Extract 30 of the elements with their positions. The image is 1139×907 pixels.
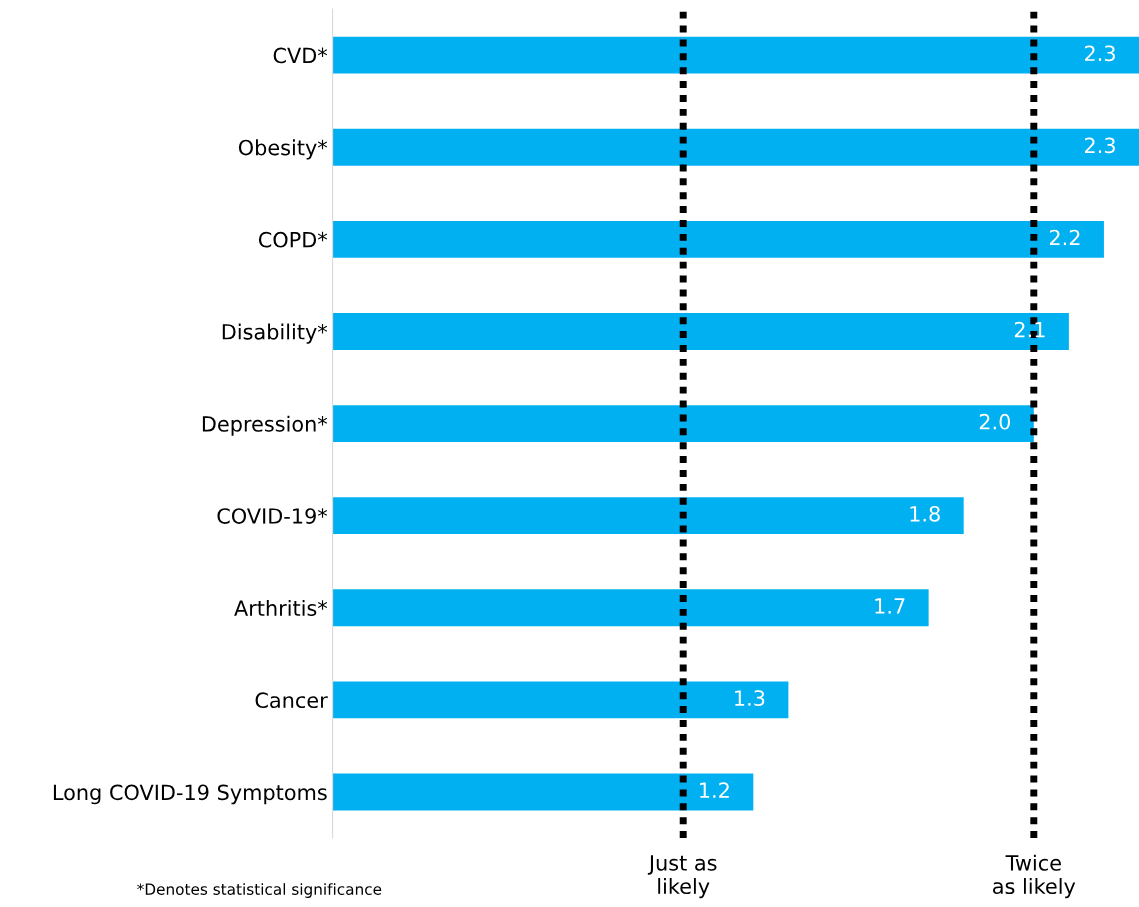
- data-label: 1.2: [700, 782, 729, 798]
- bar: [332, 313, 1069, 350]
- bar: [332, 589, 929, 627]
- bar: [332, 36, 1139, 74]
- bar: [332, 773, 754, 811]
- data-label: 2.2: [1049, 229, 1080, 246]
- ref-line-label: Just as likely: [647, 855, 717, 899]
- data-label: 2.3: [1084, 137, 1115, 154]
- data-label: 2.1: [1014, 321, 1045, 338]
- y-tick-label: Disability*: [222, 323, 328, 344]
- ref-line-label: Twice as likely: [993, 854, 1076, 899]
- data-label: 1.3: [735, 690, 765, 706]
- bar: [332, 220, 1104, 258]
- y-tick-label: COPD*: [258, 231, 328, 248]
- data-label: 1.7: [875, 598, 905, 614]
- bar: [332, 128, 1139, 166]
- y-tick-label: Long COVID-19 Symptoms: [53, 784, 327, 805]
- text: *Denotes statistical significance: [137, 883, 382, 898]
- bar: [332, 497, 964, 535]
- y-tick-label: Arthritis*: [234, 599, 328, 616]
- data-label: 2.3: [1084, 45, 1115, 62]
- y-tick-label: CVD*: [273, 47, 328, 64]
- y-tick-label: Obesity*: [238, 139, 328, 160]
- data-label: 2.0: [979, 413, 1011, 430]
- bar: [332, 405, 1034, 442]
- data-label: 1.8: [910, 505, 940, 522]
- bar: [332, 681, 789, 719]
- y-tick-label: COVID-19*: [217, 508, 328, 524]
- y-tick-label: Depression*: [202, 415, 328, 436]
- y-tick-label: Cancer: [255, 692, 328, 709]
